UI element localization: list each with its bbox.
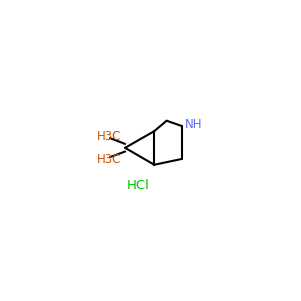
Text: H3C: H3C	[97, 130, 122, 143]
Text: NH: NH	[185, 118, 202, 131]
Text: H3C: H3C	[97, 153, 122, 166]
Text: HCl: HCl	[126, 179, 149, 192]
